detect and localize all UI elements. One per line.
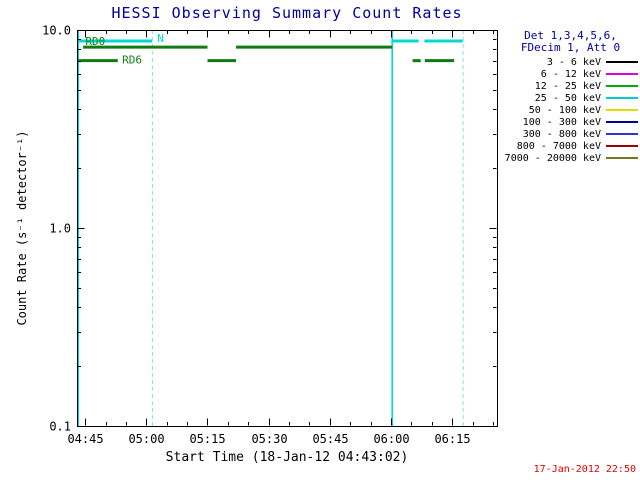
x-axis-label: Start Time (18-Jan-12 04:43:02): [165, 450, 409, 465]
legend-entry: 12 - 25 keV: [503, 80, 638, 92]
legend-entry-swatch: [606, 157, 638, 159]
legend-entry: 25 - 50 keV: [503, 92, 638, 104]
legend-entry-label: 3 - 6 keV: [546, 56, 601, 68]
legend-entry-label: 300 - 800 keV: [522, 128, 601, 140]
x-tick-label: 05:00: [128, 432, 164, 446]
chart-title: HESSI Observing Summary Count Rates: [111, 4, 463, 22]
legend-entry-swatch: [606, 61, 638, 63]
x-tick-label: 06:15: [434, 432, 470, 446]
legend-entry-swatch: [606, 145, 638, 147]
legend-entry-label: 6 - 12 keV: [540, 68, 601, 80]
legend-entry-label: 50 - 100 keV: [528, 104, 601, 116]
legend-entry-swatch: [606, 73, 638, 75]
legend-entry-swatch: [606, 97, 638, 99]
x-tick-label: 05:15: [189, 432, 225, 446]
legend-detector-info: Det 1,3,4,5,6,: [524, 29, 617, 42]
legend-entry-swatch: [606, 85, 638, 87]
plot-frame: [77, 30, 498, 427]
legend-entry-label: 800 - 7000 keV: [516, 140, 601, 152]
legend-entry: 6 - 12 keV: [503, 68, 638, 80]
legend: Det 1,3,4,5,6, FDecim 1, Att 0 3 - 6 keV…: [503, 30, 638, 164]
legend-decimation-info: FDecim 1, Att 0: [520, 41, 621, 54]
x-tick-label: 05:30: [251, 432, 287, 446]
legend-entry: 800 - 7000 keV: [503, 140, 638, 152]
legend-entry-label: 12 - 25 keV: [534, 80, 601, 92]
legend-entry-swatch: [606, 121, 638, 123]
y-tick-label: 0.1: [49, 420, 71, 434]
legend-entry: 7000 - 20000 keV: [503, 152, 638, 164]
legend-entry-list: 3 - 6 keV 6 - 12 keV 12 - 25 keV 25 - 50 ke…: [503, 56, 638, 164]
creation-timestamp: 17-Jan-2012 22:50: [533, 464, 636, 475]
legend-entry-swatch: [606, 109, 638, 111]
legend-entry-swatch: [606, 133, 638, 135]
legend-entry-label: 100 - 300 keV: [522, 116, 601, 128]
y-tick-label: 1.0: [49, 222, 71, 236]
x-tick-label: 04:45: [67, 432, 103, 446]
annotation-RD6: RD6: [122, 54, 142, 67]
y-tick-label: 10.0: [42, 24, 71, 38]
annotation-N: N: [157, 32, 164, 45]
x-tick-label: 05:45: [312, 432, 348, 446]
legend-entry: 300 - 800 keV: [503, 128, 638, 140]
legend-entry-label: 25 - 50 keV: [534, 92, 601, 104]
legend-entry: 100 - 300 keV: [503, 116, 638, 128]
legend-entry-label: 7000 - 20000 keV: [504, 152, 601, 164]
legend-entry: 50 - 100 keV: [503, 104, 638, 116]
x-tick-label: 06:00: [373, 432, 409, 446]
legend-entry: 3 - 6 keV: [503, 56, 638, 68]
annotation-RD0: RD0: [85, 35, 105, 48]
